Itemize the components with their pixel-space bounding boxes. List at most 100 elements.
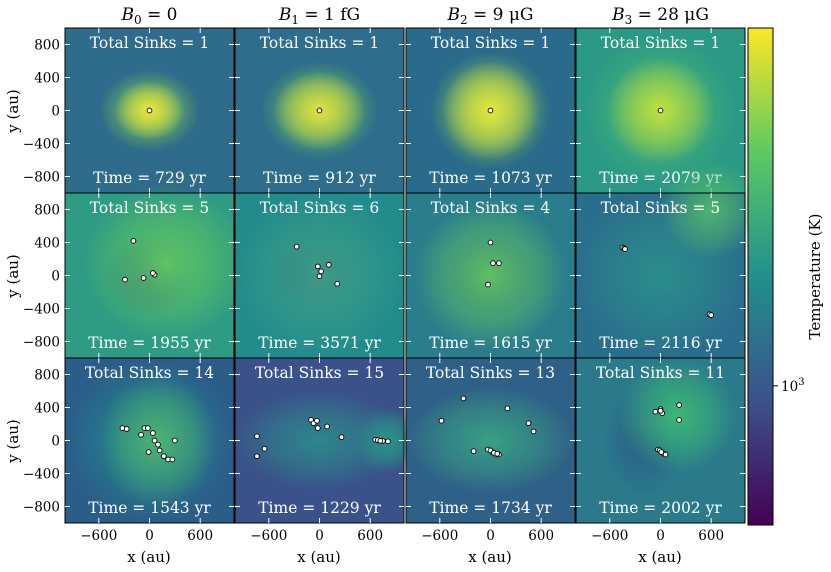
density-blob [660,160,762,259]
density-blob [406,387,575,494]
y-tick-label: −400 [23,467,60,483]
panel: Total Sinks = 4 Time = 1615 yr [405,192,576,359]
sink-point [657,407,664,414]
total-sinks-label: Total Sinks = 1 [260,34,379,52]
time-label: Time = 2116 yr [599,334,722,352]
colorbar-tick-label: 103 [781,377,805,395]
x-tick-label: −600 [250,528,287,544]
column-title: B3 = 28 μG [611,5,709,27]
sink-point [151,437,158,444]
sink-point [150,430,156,436]
sink-point [293,243,300,250]
total-sinks-label: Total Sinks = 4 [431,199,551,217]
sink-point [254,453,260,460]
column-titles: B0 = 0 B1 = 1 fG B2 = 9 μG B3 = 28 μG [120,5,708,27]
panel: Total Sinks = 14 Time = 1543 yr [64,357,235,524]
time-label: Time = 912 yr [263,169,376,187]
x-tick-label: 600 [187,528,213,544]
sink-point [314,425,321,431]
y-tick-label: 400 [34,401,60,417]
sink-point [658,449,665,455]
y-tick-label: 400 [34,71,60,87]
x-tick-label: 0 [656,528,665,544]
sink-point [325,261,332,268]
colorbar: 103 Temperature (K) [747,27,824,526]
y-axis-label: y (au) [4,254,22,299]
colorbar-label: Temperature (K) [806,214,824,340]
total-sinks-label: Total Sinks = 1 [90,34,209,52]
sink-point [385,438,391,445]
y-tick-label: −400 [23,137,60,153]
x-tick-label: 600 [528,528,554,544]
y-tick-label: −800 [23,335,60,351]
total-sinks-label: Total Sinks = 11 [596,364,725,382]
sink-point [487,107,494,114]
sink-point [316,273,323,280]
sink-point [146,107,153,114]
x-tick-label: −600 [591,528,628,544]
y-axis-label: y (au) [4,89,22,134]
panel: Total Sinks = 5 Time = 2116 yr [575,160,762,359]
panel: Total Sinks = 1 Time = 912 yr [234,27,405,194]
y-tick-label: 0 [51,269,60,285]
y-tick-label: 0 [51,434,60,450]
panel: Total Sinks = 5 Time = 1955 yr [64,185,251,359]
x-tick-label: 600 [698,528,724,544]
time-label: Time = 1955 yr [88,334,211,352]
column-title: B0 = 0 [120,5,177,27]
sink-point [676,402,682,408]
sink-point [150,270,156,276]
density-blob [99,374,217,507]
sink-point [708,312,715,318]
sink-point [130,238,137,244]
time-label: Time = 2002 yr [599,499,722,517]
y-tick-label: 800 [34,38,60,54]
total-sinks-label: Total Sinks = 5 [90,199,209,217]
time-label: Time = 1615 yr [429,334,552,352]
total-sinks-label: Total Sinks = 6 [260,199,379,217]
sink-point [438,417,445,424]
x-axis-label: x (au) [297,548,341,566]
sink-point [504,405,511,412]
sink-point [494,450,501,457]
panel: Total Sinks = 11 Time = 2002 yr [575,357,746,524]
density-blob [618,358,737,474]
sink-point [122,276,128,283]
panel: Total Sinks = 13 Time = 1734 yr [405,357,576,524]
density-blob [414,201,567,350]
axes-ticks: 800 400 0 −400 −800 800 400 0 −400 −800 −600 0 600 80… [23,38,724,545]
time-label: Time = 1229 yr [258,499,381,517]
x-tick-label: −600 [421,528,458,544]
x-tick-label: −600 [80,528,117,544]
x-axis-label: x (au) [468,548,512,566]
sink-point [377,438,384,444]
sink-point [144,425,151,431]
sink-point [530,428,537,435]
sink-point [314,263,321,270]
total-sinks-label: Total Sinks = 13 [426,364,555,382]
y-tick-label: 800 [34,368,60,384]
total-sinks-label: Total Sinks = 14 [85,364,214,382]
sink-point [138,431,144,438]
time-label: Time = 1734 yr [429,499,552,517]
sink-point [334,280,341,287]
y-tick-label: −800 [23,500,60,516]
sink-point [318,268,325,275]
panel: Total Sinks = 1 Time = 1073 yr [405,27,576,194]
sink-point [145,449,152,455]
sink-point [314,417,320,424]
time-label: Time = 729 yr [93,169,206,187]
y-tick-label: −400 [23,302,60,318]
x-tick-label: 0 [145,528,154,544]
y-tick-label: −800 [23,170,60,186]
sink-point [161,453,167,460]
y-tick-label: 0 [51,104,60,120]
x-tick-label: 0 [486,528,495,544]
sink-point [485,281,491,288]
sink-point [338,434,345,441]
time-label: Time = 1543 yr [88,499,211,517]
sink-point [155,441,161,448]
sink-point [254,433,260,440]
sink-point [470,448,477,455]
sink-point [123,426,130,432]
